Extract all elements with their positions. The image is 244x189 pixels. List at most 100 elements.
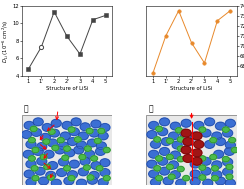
Circle shape [225,179,235,187]
Circle shape [181,119,191,127]
Circle shape [212,171,222,179]
Circle shape [201,157,211,165]
Circle shape [87,175,94,180]
Circle shape [232,147,238,153]
Circle shape [30,126,37,132]
Circle shape [43,139,50,144]
Circle shape [210,137,217,143]
Text: 🐢: 🐢 [24,105,28,114]
Circle shape [37,157,47,165]
Circle shape [177,146,184,151]
Circle shape [64,166,71,171]
Circle shape [84,146,91,151]
Circle shape [212,161,222,169]
Circle shape [192,157,202,165]
Circle shape [187,104,196,112]
Circle shape [212,132,222,140]
Circle shape [68,171,77,179]
Circle shape [225,141,235,149]
Circle shape [89,171,99,179]
Circle shape [225,119,235,127]
Circle shape [183,138,193,146]
X-axis label: Structure of LiSi: Structure of LiSi [170,86,213,91]
Circle shape [24,170,34,178]
Circle shape [205,140,214,148]
Circle shape [226,164,233,170]
Circle shape [149,150,159,158]
Circle shape [39,177,49,185]
Circle shape [160,118,170,126]
Circle shape [169,132,179,140]
Circle shape [166,164,173,170]
Circle shape [199,156,206,161]
Circle shape [31,129,41,136]
Circle shape [64,177,74,185]
Circle shape [147,131,157,138]
Circle shape [156,126,163,132]
Circle shape [59,158,68,166]
Circle shape [223,168,233,176]
Circle shape [161,138,171,146]
Circle shape [26,140,36,148]
Circle shape [160,167,170,175]
Circle shape [23,150,33,158]
Circle shape [166,138,173,143]
Circle shape [226,174,233,179]
Circle shape [51,119,61,127]
Circle shape [177,166,184,172]
Circle shape [68,138,77,146]
Circle shape [26,160,36,168]
Circle shape [83,165,90,170]
Circle shape [46,171,56,179]
Circle shape [87,176,97,184]
Circle shape [42,124,52,131]
Circle shape [57,169,67,176]
Circle shape [71,118,81,126]
Circle shape [80,157,90,165]
Circle shape [201,167,211,175]
Circle shape [181,146,191,154]
Circle shape [48,162,58,169]
Circle shape [69,160,79,168]
Circle shape [52,145,59,151]
Circle shape [41,133,50,141]
Circle shape [48,139,58,147]
Circle shape [32,147,39,153]
Circle shape [181,129,191,137]
Circle shape [21,131,31,138]
Circle shape [149,170,159,178]
Circle shape [190,160,200,168]
Circle shape [32,176,39,181]
Circle shape [68,127,75,132]
Circle shape [229,137,236,143]
Circle shape [223,129,233,137]
Circle shape [177,156,184,162]
Circle shape [169,161,179,169]
Circle shape [151,140,161,148]
Circle shape [190,170,200,178]
Circle shape [183,176,190,181]
Circle shape [212,176,218,181]
Circle shape [50,129,59,137]
Circle shape [156,176,163,181]
Circle shape [223,158,233,166]
Circle shape [194,122,204,129]
Circle shape [62,122,72,129]
Circle shape [87,139,97,147]
Circle shape [78,168,88,176]
Circle shape [80,123,90,131]
Circle shape [57,137,64,143]
Circle shape [98,179,108,186]
Circle shape [170,171,180,179]
Circle shape [65,149,75,157]
Circle shape [79,154,86,160]
Circle shape [26,179,36,186]
Circle shape [98,128,105,134]
Circle shape [33,148,43,155]
Circle shape [46,188,56,189]
Circle shape [37,143,47,150]
Circle shape [85,150,95,158]
Circle shape [170,122,180,130]
Circle shape [100,169,110,176]
Circle shape [48,129,55,134]
